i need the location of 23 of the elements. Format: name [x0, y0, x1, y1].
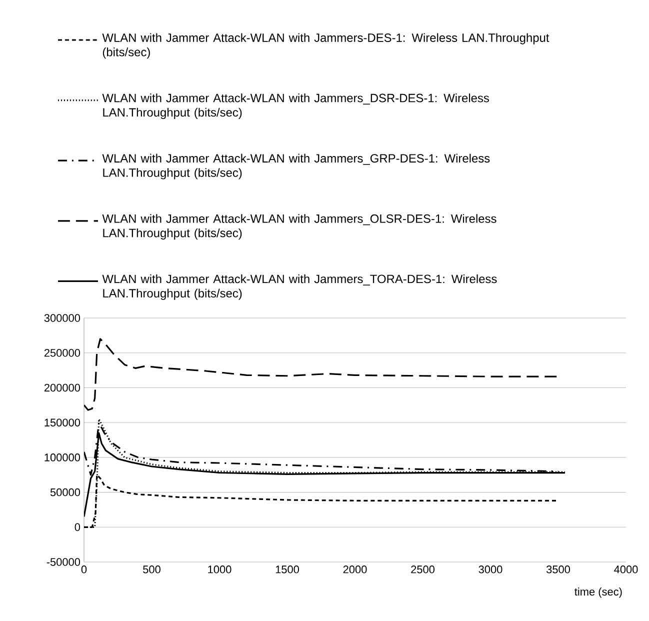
x-tick-label: 2500: [411, 566, 434, 574]
legend-label: WLAN with Jammer Attack-WLAN with Jammers_GRP-DES-1: Wireless LAN.Throughput (bits/sec): [102, 154, 490, 180]
y-tick-label: -50000: [46, 558, 80, 566]
legend-label: WLAN with Jammer Attack-WLAN with Jammers-DES-1: Wireless LAN.Throughput (bits/sec): [102, 33, 550, 59]
x-tick-label: 0: [81, 566, 87, 574]
legend-label: WLAN with Jammer Attack-WLAN with Jammers_DSR-DES-1: Wireless LAN.Throughput (bits/sec): [102, 94, 489, 119]
y-tick-label: 0: [74, 523, 80, 532]
y-tick-label: 300000: [44, 314, 80, 322]
legend-label: WLAN with Jammer Attack-WLAN with Jammers_TORA-DES-1: Wireless LAN.Throughput (bits/sec): [102, 274, 497, 300]
y-tick-label: 150000: [44, 418, 80, 426]
legend-label: WLAN with Jammer Attack-WLAN with Jammers_OLSR-DES-1: Wireless LAN.Throughput (bits/sec): [102, 214, 496, 240]
y-tick-label: 100000: [44, 454, 80, 462]
y-tick-label: 250000: [44, 348, 80, 357]
x-tick-label: 3500: [546, 566, 570, 574]
x-tick-label: 500: [143, 566, 160, 574]
y-tick-label: 200000: [44, 384, 80, 392]
x-tick-label: 3000: [478, 566, 502, 574]
x-axis-title: time (sec): [574, 588, 622, 598]
y-tick-label: 50000: [50, 488, 80, 496]
x-tick-label: 1500: [276, 566, 299, 574]
x-tick-label: 1000: [208, 566, 232, 574]
x-tick-label: 2000: [343, 566, 367, 574]
x-tick-label: 4000: [614, 566, 638, 574]
